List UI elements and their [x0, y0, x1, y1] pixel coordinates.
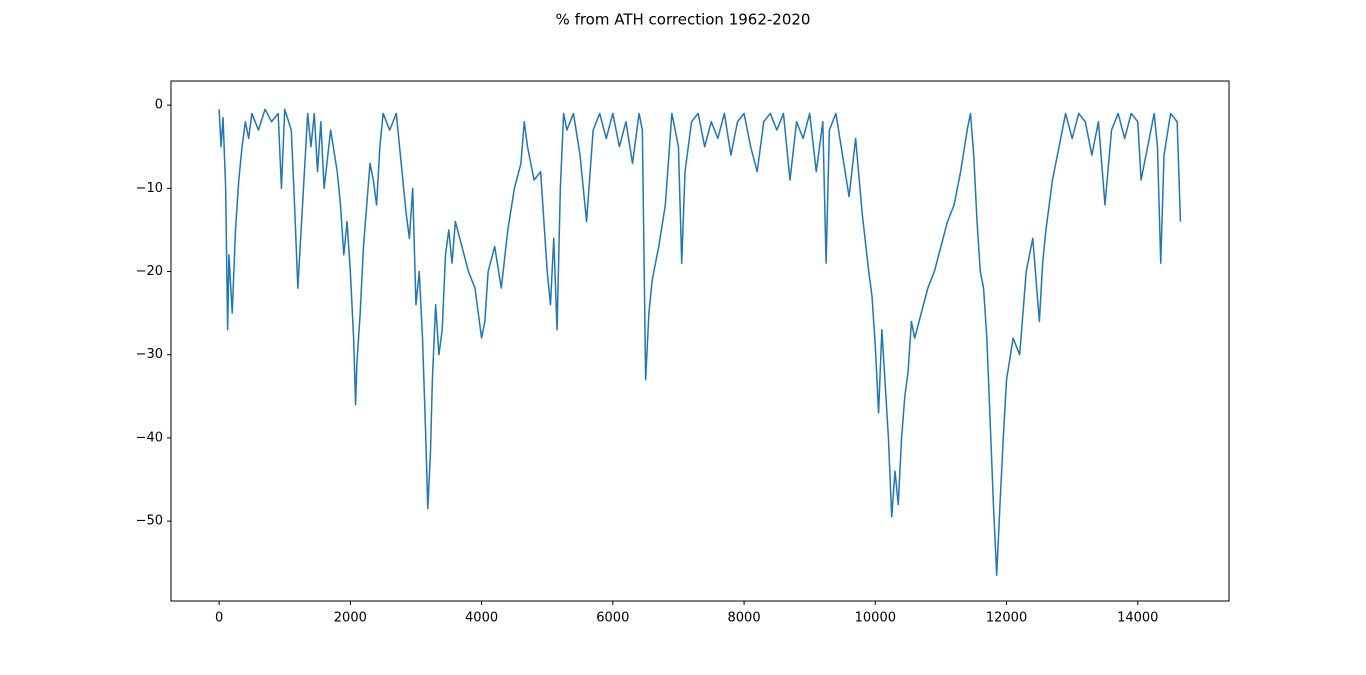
- plot-frame: [170, 80, 1230, 602]
- y-tick-label: 0: [155, 98, 163, 113]
- x-tick-label: 12000: [986, 611, 1027, 626]
- x-tick-label: 0: [215, 611, 223, 626]
- line-series: [218, 108, 1182, 576]
- chart-title: % from ATH correction 1962-2020: [556, 11, 811, 29]
- y-tick-label: −10: [136, 181, 163, 196]
- y-tick-label: −20: [136, 264, 163, 279]
- x-tick-label: 2000: [334, 611, 367, 626]
- y-tick-label: −50: [136, 514, 163, 529]
- x-tick-label: 14000: [1117, 611, 1158, 626]
- y-tick-label: −40: [136, 430, 163, 445]
- y-tick-label: −30: [136, 347, 163, 362]
- x-tick-label: 4000: [465, 611, 498, 626]
- x-tick-label: 8000: [728, 611, 761, 626]
- x-tick-label: 10000: [855, 611, 896, 626]
- x-tick-label: 6000: [596, 611, 629, 626]
